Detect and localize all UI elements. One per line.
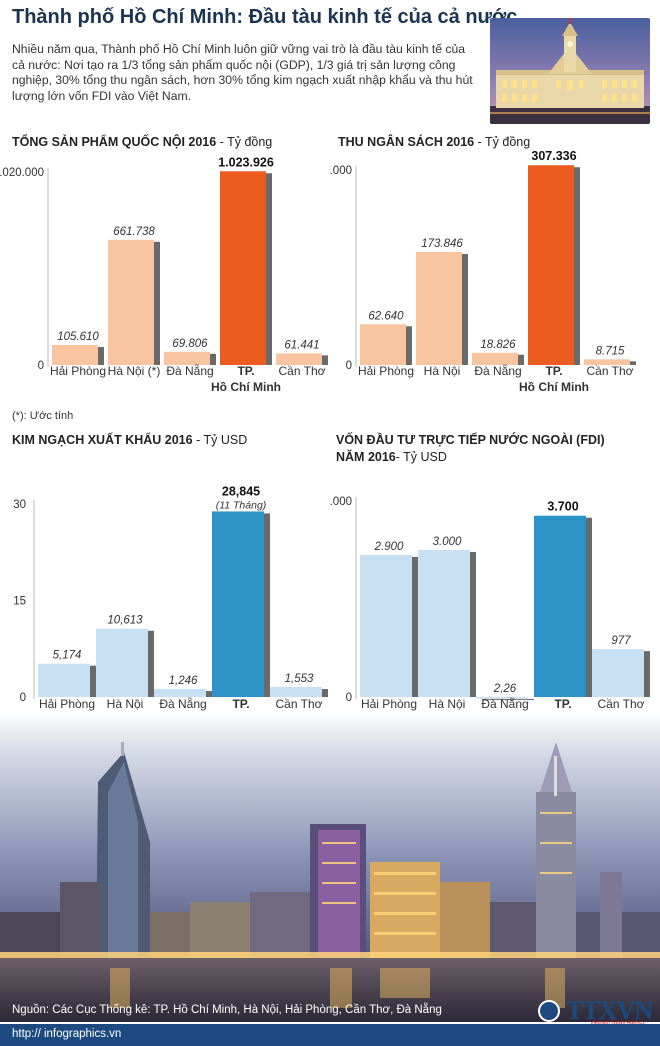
export-bar-4 [212,511,264,697]
fdi-bar-1 [360,554,412,697]
fdi-bar-2 [418,550,470,697]
fdi-bar-shadow [482,698,534,700]
fdi-value-label: 2,26 [493,683,517,695]
fdi-value-label: 3.000 [433,536,462,548]
gdp-bar-3 [164,351,210,365]
export-y-tick-label: 0 [20,692,26,704]
budget-x-tick-label: Cần Thơ [586,364,633,378]
budget-x-tick-label: Hà Nội [424,364,461,378]
export-chart-title: KIM NGẠCH XUẤT KHẨU 2016 - Tỷ USD [12,433,248,447]
export-value-label: 5,174 [53,650,82,662]
budget-value-label: 18.826 [480,339,516,351]
gdp-chart: 0 1.020.000 105.610 Hải Phòng 661.738 Hà Nội … [0,150,330,412]
export-x-tick-label: TP. [232,697,249,711]
gdp-x-tick-label-line2: Hồ Chí Minh [211,380,281,394]
export-value-label: 28,845 [222,484,260,498]
export-bar-5 [270,687,322,697]
export-value-label: 10,613 [107,615,143,627]
fdi-x-tick-label: TP. [554,697,571,711]
intro-text: Nhiều năm qua, Thành phố Hồ Chí Minh luô… [12,42,473,103]
gdp-x-tick-label: Hải Phòng [50,364,106,378]
export-chart: 0 15 30 5,174 Hải Phòng 10,613 Hà Nội 1,246 Đà N… [0,466,330,730]
gdp-chart-title: TỔNG SẢN PHẨM QUỐC NỘI 2016 - Tỷ đồng [12,135,273,149]
fdi-bar-5 [592,649,644,697]
export-bar-1 [38,663,90,697]
gdp-x-tick-label: Đà Nẵng [166,363,213,378]
budget-bar-1 [360,324,406,365]
gdp-y-tick-label: 1.020.000 [0,167,44,179]
logo-text: TTXVN [566,996,653,1025]
copyright-icon [538,1000,560,1022]
fdi-x-tick-label: Đà Nẵng [481,696,528,711]
ttxvn-logo: TTXVN Vietnam News Agency [538,996,656,1026]
gdp-value-label: 69.806 [172,338,208,350]
export-y-tick-label: 30 [13,499,26,511]
estimate-note: (*): Ước tính [12,410,74,422]
budget-value-label: 8.715 [596,345,625,357]
budget-y-tick-label: 0 [346,360,352,372]
budget-bar-3 [472,352,518,365]
budget-bar-2 [416,252,462,365]
export-bar-2 [96,628,148,697]
export-y-tick-label: 15 [13,596,26,608]
export-x-tick-label: Hà Nội [107,697,144,711]
gdp-x-tick-label: Cần Thơ [278,364,325,378]
export-x-tick-label: Hải Phòng [39,697,95,711]
fdi-chart-title: VỐN ĐẦU TƯ TRỰC TIẾP NƯỚC NGOÀI (FDI) NĂ… [336,433,605,464]
gdp-y-tick-label: 0 [38,360,44,372]
gdp-x-tick-label: Hà Nội (*) [108,364,161,378]
source-text: Nguồn: Các Cục Thống kê: TP. Hồ Chí Minh… [12,1004,442,1016]
export-x-tick-label: Cần Thơ [275,697,322,711]
website-link[interactable]: http:// infographics.vn [12,1028,122,1040]
gdp-bar-2 [108,239,154,365]
budget-chart: 0 300.000 62.640 Hải Phòng 173.846 Hà Nội 18.8… [330,150,660,412]
export-bar-3 [154,688,206,697]
budget-value-label: 307.336 [531,150,576,163]
page-title: Thành phố Hồ Chí Minh: Đầu tàu kinh tế c… [12,6,518,28]
fdi-value-label: 3.700 [547,500,578,514]
budget-x-tick-label-line2: Hồ Chí Minh [519,380,589,394]
budget-bar-4 [528,165,574,365]
budget-value-label: 173.846 [421,238,463,250]
logo-subtitle: Vietnam News Agency [590,1020,645,1026]
gdp-value-label: 1.023.926 [218,155,274,169]
fdi-y-tick-label: 0 [346,692,352,704]
gdp-value-label: 105.610 [57,331,99,343]
city-skyline-photo [0,712,660,1022]
budget-bar-5 [584,359,630,365]
budget-x-tick-label: Hải Phòng [358,364,414,378]
budget-x-tick-label: Đà Nẵng [474,363,521,378]
gdp-value-label: 61.441 [284,339,319,351]
gdp-bar-1 [52,345,98,365]
fdi-y-tick-label: 4.000 [330,496,352,508]
budget-chart-title: THU NGÂN SÁCH 2016 - Tỷ đồng [338,135,531,149]
fdi-x-tick-label: Cần Thơ [597,697,644,711]
export-annotation: (11 Tháng) [216,499,267,511]
fdi-value-label: 2.900 [374,541,404,553]
footer-bar: http:// infographics.vn [0,1024,660,1046]
budget-y-tick-label: 300.000 [330,165,352,177]
gdp-x-tick-label: TP. [237,364,254,378]
fdi-x-tick-label: Hải Phòng [361,697,417,711]
fdi-bar-3 [476,696,528,699]
budget-x-tick-label: TP. [545,364,562,378]
export-x-tick-label: Đà Nẵng [159,696,206,711]
fdi-x-tick-label: Hà Nội [429,697,466,711]
export-value-label: 1,246 [169,675,198,687]
city-hall-photo [490,18,650,124]
gdp-bar-5 [276,353,322,365]
export-value-label: 1,553 [285,673,314,685]
gdp-bar-4 [220,171,266,365]
fdi-bar-4 [534,515,586,697]
fdi-value-label: 977 [611,635,631,647]
budget-value-label: 62.640 [368,310,404,322]
gdp-value-label: 661.738 [113,226,155,238]
